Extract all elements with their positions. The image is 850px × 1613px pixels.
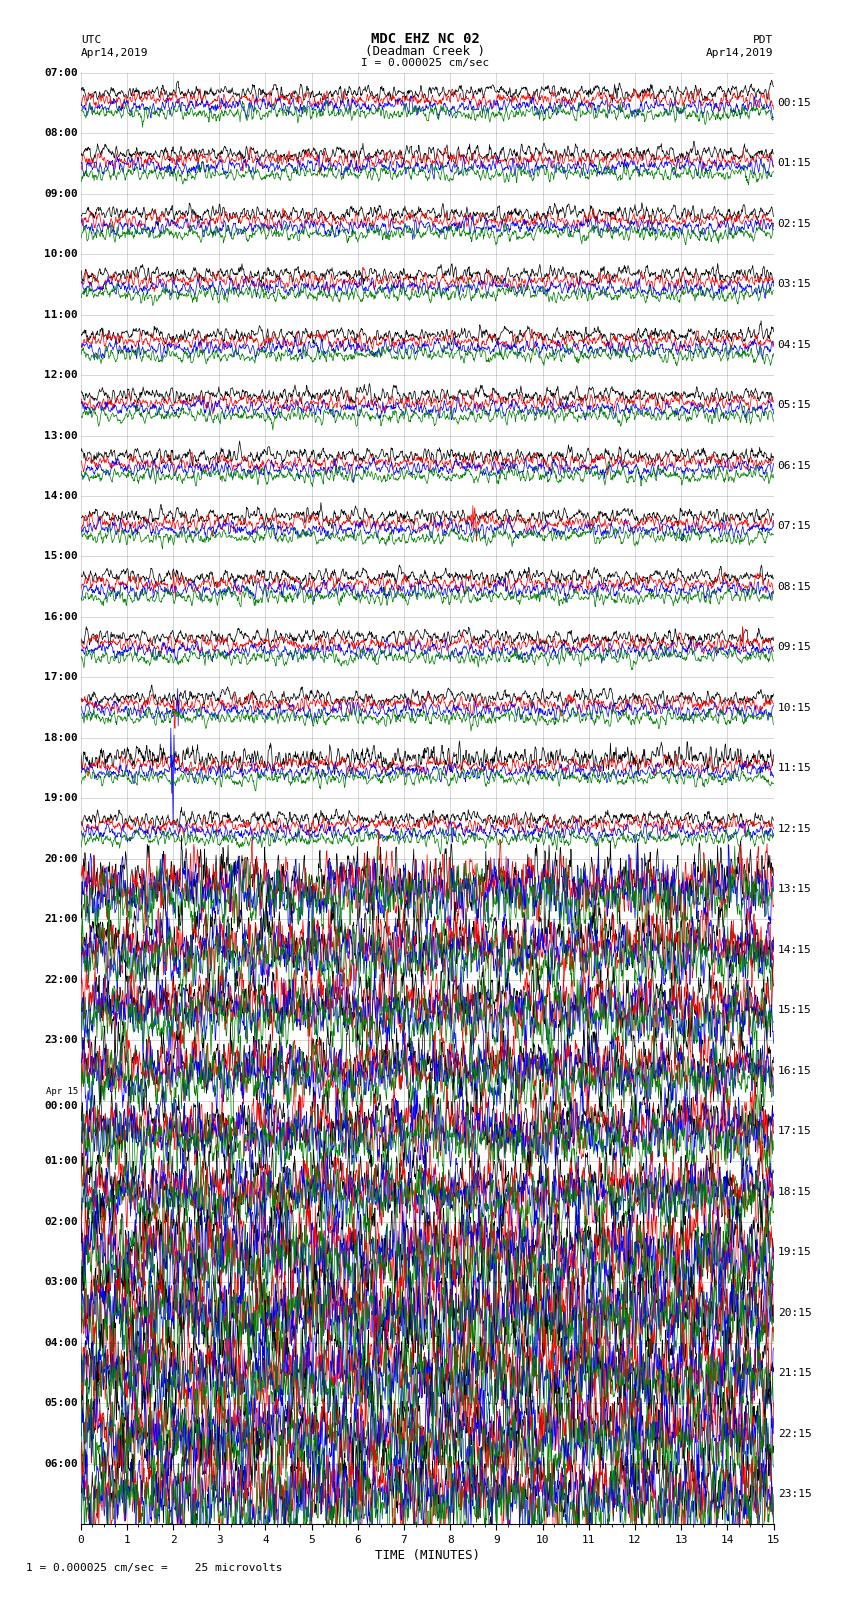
Text: 22:15: 22:15 (778, 1429, 812, 1439)
Text: 03:00: 03:00 (44, 1277, 78, 1287)
Text: 10:15: 10:15 (778, 703, 812, 713)
Text: 04:00: 04:00 (44, 1337, 78, 1348)
Text: 19:00: 19:00 (44, 794, 78, 803)
Text: 05:00: 05:00 (44, 1398, 78, 1408)
Text: 12:15: 12:15 (778, 824, 812, 834)
Text: 21:15: 21:15 (778, 1368, 812, 1378)
Text: Apr14,2019: Apr14,2019 (81, 48, 148, 58)
Text: 06:15: 06:15 (778, 461, 812, 471)
Text: 13:00: 13:00 (44, 431, 78, 440)
Text: 19:15: 19:15 (778, 1247, 812, 1257)
Text: 02:00: 02:00 (44, 1216, 78, 1227)
X-axis label: TIME (MINUTES): TIME (MINUTES) (375, 1548, 479, 1561)
Text: 01:00: 01:00 (44, 1157, 78, 1166)
Text: Apr 15: Apr 15 (46, 1087, 78, 1097)
Text: 16:00: 16:00 (44, 611, 78, 623)
Text: 08:15: 08:15 (778, 582, 812, 592)
Text: 02:15: 02:15 (778, 219, 812, 229)
Text: 09:00: 09:00 (44, 189, 78, 198)
Text: MDC EHZ NC 02: MDC EHZ NC 02 (371, 32, 479, 47)
Text: 04:15: 04:15 (778, 340, 812, 350)
Text: 07:00: 07:00 (44, 68, 78, 77)
Text: 11:00: 11:00 (44, 310, 78, 319)
Text: Apr14,2019: Apr14,2019 (706, 48, 774, 58)
Text: PDT: PDT (753, 35, 774, 45)
Text: 12:00: 12:00 (44, 369, 78, 381)
Text: 08:00: 08:00 (44, 127, 78, 139)
Text: 00:15: 00:15 (778, 98, 812, 108)
Text: 17:00: 17:00 (44, 673, 78, 682)
Text: 22:00: 22:00 (44, 974, 78, 986)
Text: 14:00: 14:00 (44, 490, 78, 502)
Text: 03:15: 03:15 (778, 279, 812, 289)
Text: 23:15: 23:15 (778, 1489, 812, 1498)
Text: 11:15: 11:15 (778, 763, 812, 773)
Text: 16:15: 16:15 (778, 1066, 812, 1076)
Text: 20:00: 20:00 (44, 853, 78, 865)
Text: 20:15: 20:15 (778, 1308, 812, 1318)
Text: I = 0.000025 cm/sec: I = 0.000025 cm/sec (361, 58, 489, 68)
Text: 18:00: 18:00 (44, 732, 78, 744)
Text: 13:15: 13:15 (778, 884, 812, 894)
Text: 07:15: 07:15 (778, 521, 812, 531)
Text: 10:00: 10:00 (44, 248, 78, 260)
Text: 09:15: 09:15 (778, 642, 812, 652)
Text: 21:00: 21:00 (44, 915, 78, 924)
Text: 17:15: 17:15 (778, 1126, 812, 1136)
Text: 06:00: 06:00 (44, 1458, 78, 1469)
Text: 00:00: 00:00 (44, 1102, 78, 1111)
Text: 18:15: 18:15 (778, 1187, 812, 1197)
Text: (Deadman Creek ): (Deadman Creek ) (365, 45, 485, 58)
Text: 1 = 0.000025 cm/sec =    25 microvolts: 1 = 0.000025 cm/sec = 25 microvolts (26, 1563, 282, 1573)
Text: UTC: UTC (81, 35, 101, 45)
Text: 05:15: 05:15 (778, 400, 812, 410)
Text: 15:00: 15:00 (44, 552, 78, 561)
Text: 15:15: 15:15 (778, 1005, 812, 1015)
Text: 01:15: 01:15 (778, 158, 812, 168)
Text: 23:00: 23:00 (44, 1036, 78, 1045)
Text: 14:15: 14:15 (778, 945, 812, 955)
